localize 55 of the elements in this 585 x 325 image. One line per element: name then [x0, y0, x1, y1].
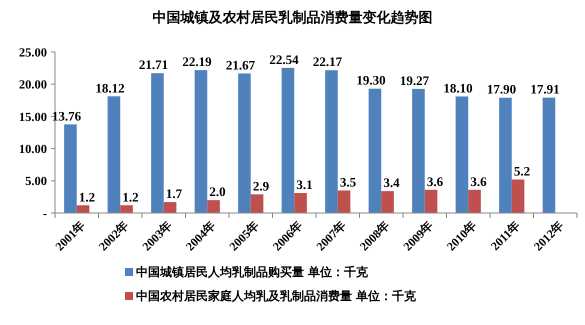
data-label: 2.9 — [252, 178, 270, 194]
data-label: 3.4 — [383, 175, 400, 190]
data-label: 19.27 — [400, 72, 430, 88]
data-label: 3.5 — [340, 174, 357, 190]
data-label: 17.91 — [530, 82, 560, 97]
bar — [238, 73, 251, 213]
data-label: 21.71 — [138, 57, 168, 72]
bar — [368, 88, 382, 213]
bar — [542, 98, 556, 213]
bar — [381, 191, 394, 213]
bar — [325, 70, 338, 213]
legend-label: 中国城镇居民人均乳制品购买量 单位：千克 — [136, 265, 370, 280]
data-label: 19.30 — [356, 72, 386, 88]
legend-label: 中国农村居民家庭人均乳及乳制品消费量 单位：千克 — [136, 289, 418, 304]
bar — [250, 194, 264, 213]
data-label: 22.17 — [312, 54, 343, 70]
bar — [194, 70, 208, 213]
bar — [282, 68, 294, 213]
data-label: 21.67 — [226, 57, 256, 72]
bar — [108, 96, 120, 213]
data-label: 17.90 — [486, 82, 516, 97]
data-label: 1.7 — [166, 186, 183, 202]
bar — [424, 190, 438, 213]
data-label: 13.76 — [52, 108, 82, 124]
data-label: 3.6 — [470, 174, 488, 189]
data-label: 3.1 — [296, 177, 313, 192]
data-label: 1.2 — [122, 189, 139, 204]
y-tick-label: 5.00 — [25, 174, 47, 188]
y-tick-label: 20.00 — [18, 78, 47, 92]
data-label: 18.10 — [443, 80, 473, 96]
bar — [499, 98, 512, 213]
y-tick-label: 15.00 — [18, 110, 47, 124]
bar — [164, 202, 176, 213]
data-label: 3.6 — [426, 174, 444, 189]
data-label: 1.2 — [78, 189, 96, 204]
data-label: 2.0 — [209, 184, 226, 200]
y-tick-label: 25.00 — [18, 45, 47, 60]
bar — [76, 205, 90, 213]
chart-title: 中国城镇及农村居民乳制品消费量变化趋势图 — [152, 9, 432, 26]
bar — [468, 190, 481, 213]
data-label: 22.19 — [182, 54, 212, 70]
data-label: 22.54 — [269, 52, 300, 67]
data-label: 5.2 — [514, 164, 530, 179]
bar — [207, 200, 220, 213]
bar — [294, 193, 307, 213]
bar — [456, 96, 468, 213]
y-tick-label: - — [42, 206, 47, 220]
bar — [338, 190, 350, 213]
bar — [512, 180, 524, 213]
bar — [120, 205, 133, 213]
y-tick-label: 10.00 — [18, 142, 47, 156]
data-label: 18.12 — [95, 80, 125, 96]
bar — [64, 124, 77, 213]
bar — [151, 73, 164, 213]
bar — [412, 88, 425, 213]
